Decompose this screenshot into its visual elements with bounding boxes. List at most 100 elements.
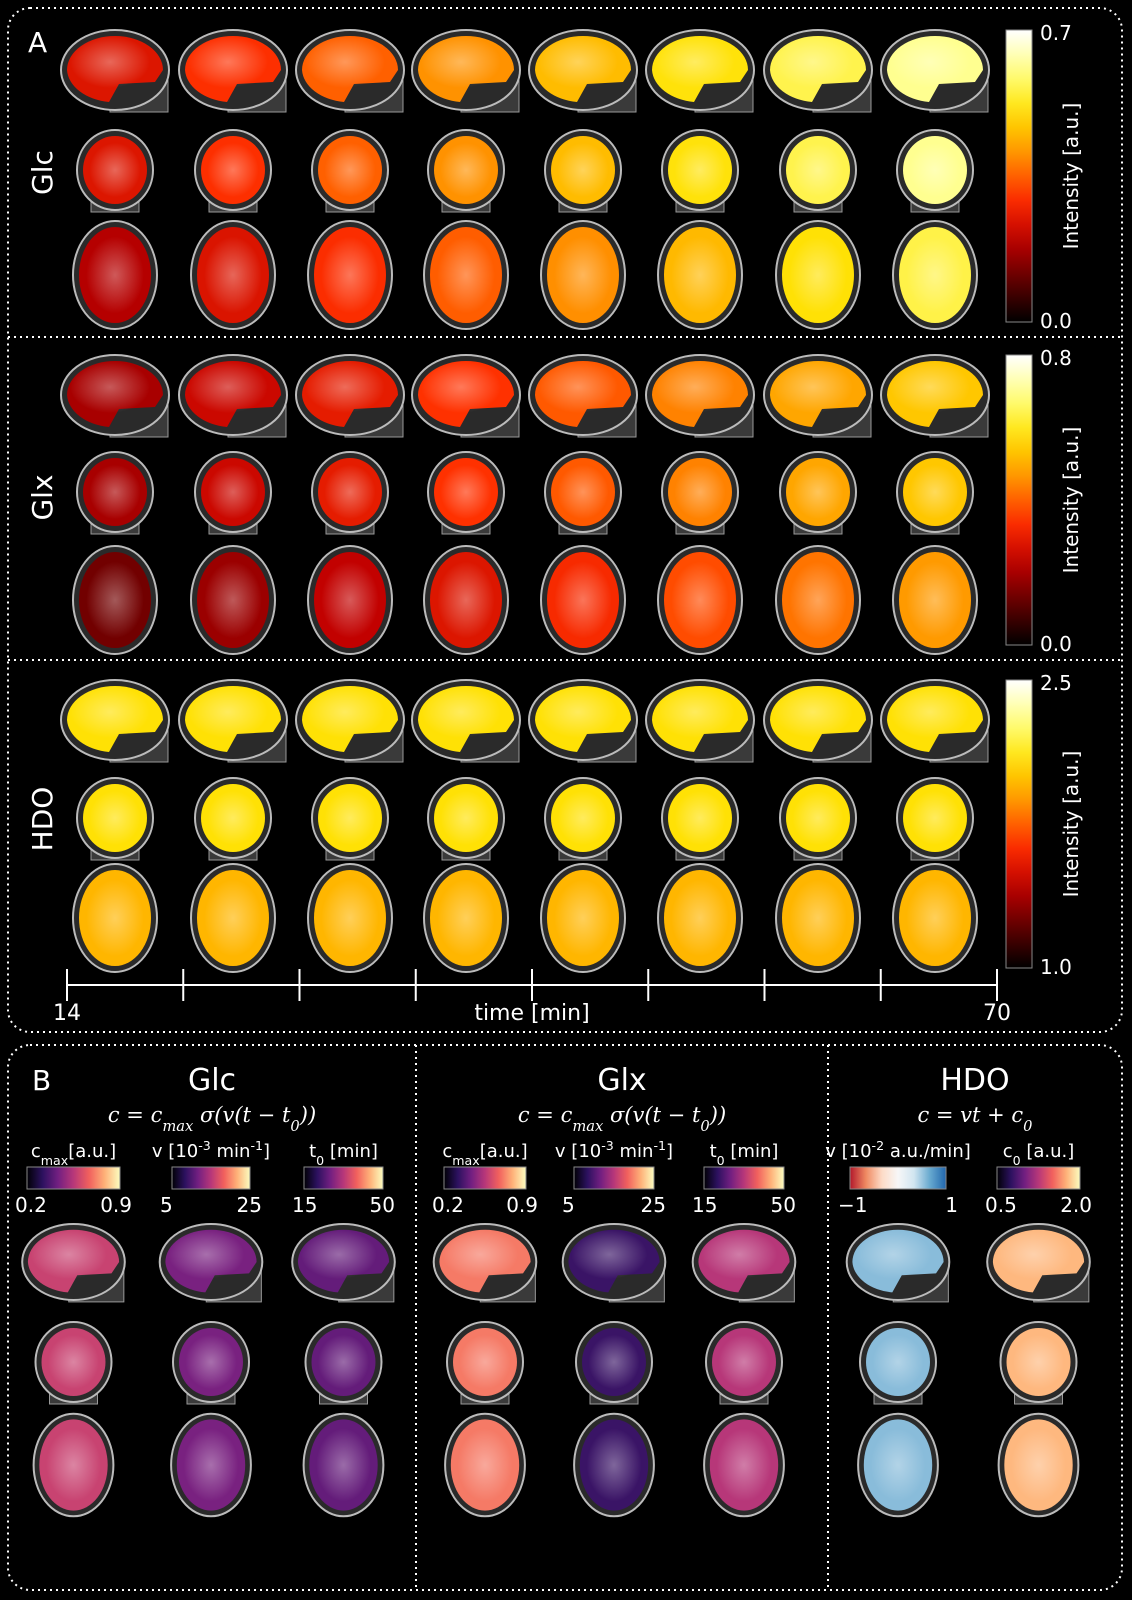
brain-image: [775, 545, 861, 655]
colorbar: [849, 1166, 947, 1190]
group-title: Glx: [597, 1063, 646, 1098]
label-part: c: [31, 1141, 41, 1162]
highlight: [890, 36, 970, 88]
highlight: [204, 879, 262, 957]
brain-image: [311, 777, 389, 861]
highlight: [674, 142, 726, 198]
brain-image: [311, 451, 389, 535]
brain-image: [178, 679, 288, 763]
label-part: -2: [872, 1138, 885, 1153]
highlight: [789, 879, 847, 957]
highlight: [655, 686, 735, 738]
brain-image: [661, 777, 739, 861]
highlight: [554, 236, 612, 314]
brain-image: [411, 354, 521, 438]
label-part: [min]: [725, 1141, 779, 1162]
map-label: t0 [min]: [309, 1141, 378, 1168]
brain-image: [194, 129, 272, 213]
highlight: [183, 1428, 239, 1502]
highlight: [909, 464, 961, 520]
highlight: [906, 561, 964, 639]
brain-image: [997, 1412, 1080, 1518]
label-part: v [10: [152, 1141, 198, 1162]
highlight: [671, 879, 729, 957]
colorbar: [573, 1166, 655, 1190]
colorbar: [1005, 29, 1033, 323]
brain-image: [194, 777, 272, 861]
row-label: Glc: [26, 150, 59, 195]
map-label: v [10-2 a.u./min]: [825, 1138, 971, 1163]
colorbar-max: 25: [641, 1193, 666, 1217]
colorbar-max: 1: [945, 1193, 958, 1217]
brain-image: [859, 1321, 937, 1405]
highlight: [188, 686, 268, 738]
brain-image: [190, 863, 276, 973]
highlight: [207, 464, 259, 520]
brain-image: [575, 1321, 653, 1405]
label-part: min: [614, 1141, 654, 1162]
brain-image: [307, 545, 393, 655]
colorbar-label: Intensity [a.u.]: [1059, 751, 1083, 898]
highlight: [538, 36, 618, 88]
highlight: [324, 790, 376, 846]
label-part: 0: [1013, 1153, 1021, 1168]
brain-image: [291, 1223, 396, 1303]
brain-image: [892, 545, 978, 655]
brain-image: [645, 679, 755, 763]
highlight: [317, 1334, 370, 1390]
highlight: [188, 36, 268, 88]
label-part: max: [41, 1153, 69, 1168]
map-label: v [10-3 min-1]: [152, 1138, 270, 1163]
brain-image: [763, 29, 873, 113]
brain-image: [307, 220, 393, 330]
colorbar-min: 1.0: [1040, 955, 1072, 979]
colorbar-max: 0.9: [506, 1193, 538, 1217]
time-start: 14: [53, 1001, 81, 1026]
brain-image: [763, 679, 873, 763]
highlight: [909, 142, 961, 198]
highlight: [437, 879, 495, 957]
brain-image: [423, 545, 509, 655]
brain-image: [657, 545, 743, 655]
highlight: [421, 686, 501, 738]
colorbar-min: 15: [292, 1193, 317, 1217]
brain-image: [986, 1223, 1091, 1303]
brain-image: [411, 679, 521, 763]
brain-image: [178, 29, 288, 113]
equation: c = vt + c0: [917, 1103, 1032, 1135]
highlight: [538, 361, 618, 413]
highlight: [188, 361, 268, 413]
highlight: [300, 1229, 377, 1280]
colorbar: [171, 1166, 251, 1190]
colorbar-max: 50: [370, 1193, 395, 1217]
highlight: [442, 1229, 519, 1280]
brain-image: [21, 1223, 126, 1303]
brain-image: [779, 777, 857, 861]
highlight: [86, 879, 144, 957]
brain-image: [691, 1223, 797, 1303]
row-label: Glx: [26, 474, 59, 520]
brain-image: [657, 863, 743, 973]
label-part: [a.u.]: [480, 1141, 528, 1162]
brain-image: [880, 354, 990, 438]
colorbar-min: 0.2: [432, 1193, 464, 1217]
brain-image: [295, 354, 405, 438]
highlight: [437, 236, 495, 314]
brain-image: [896, 777, 974, 861]
brain-image: [295, 29, 405, 113]
colorbar-max: 2.0: [1060, 1193, 1092, 1217]
highlight: [168, 1229, 245, 1280]
highlight: [557, 790, 609, 846]
panel-label: B: [32, 1064, 51, 1097]
brain-image: [172, 1321, 250, 1405]
label-part: 0: [316, 1153, 324, 1168]
highlight: [674, 790, 726, 846]
map-label: cmax[a.u.]: [442, 1141, 527, 1168]
highlight: [870, 1428, 926, 1502]
colorbar: [26, 1166, 121, 1190]
colorbar-max: 0.7: [1040, 21, 1072, 45]
brain-image: [540, 220, 626, 330]
label-part: -1: [250, 1138, 263, 1153]
brain-image: [661, 129, 739, 213]
highlight: [70, 36, 150, 88]
